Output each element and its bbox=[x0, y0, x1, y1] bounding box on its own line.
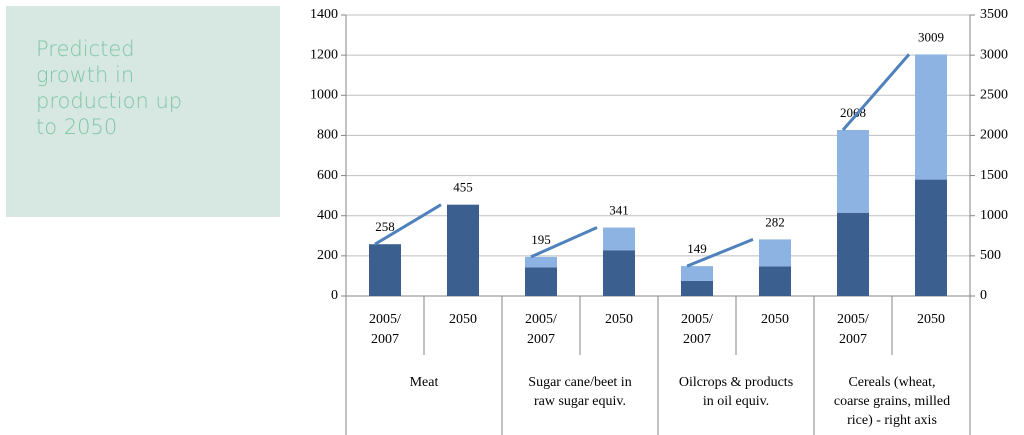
bar-segment bbox=[525, 256, 557, 268]
y-tick-label: 200 bbox=[317, 248, 338, 263]
x-tick-label: 2050 bbox=[761, 312, 789, 327]
bar-segment bbox=[837, 129, 869, 213]
y2-tick-label: 1000 bbox=[980, 208, 1008, 223]
data-label: 3009 bbox=[918, 29, 944, 44]
data-label: 341 bbox=[609, 203, 629, 218]
bar-segment bbox=[603, 227, 635, 251]
x-tick-label: 2005/ 2007 bbox=[369, 312, 401, 347]
bar-segment bbox=[447, 204, 479, 296]
title-panel: Predicted growth in production up to 205… bbox=[6, 6, 280, 217]
line bbox=[374, 203, 442, 246]
line bbox=[686, 238, 754, 268]
data-label: 195 bbox=[531, 232, 551, 247]
group-label: Meat bbox=[409, 375, 439, 390]
bar-segment bbox=[759, 239, 791, 267]
y-tick-label: 1400 bbox=[310, 7, 338, 22]
bar-segment bbox=[681, 266, 713, 281]
x-tick-label: 2005/ 2007 bbox=[837, 312, 869, 347]
y2-tick-label: 3500 bbox=[980, 7, 1008, 22]
bar-segment bbox=[603, 250, 635, 296]
group-label: Oilcrops & products in oil equiv. bbox=[678, 375, 794, 409]
y-tick-label: 1000 bbox=[310, 88, 338, 103]
y-tick-label: 800 bbox=[317, 128, 338, 143]
y2-tick-label: 3000 bbox=[980, 47, 1008, 62]
bar-segment bbox=[525, 267, 557, 296]
bar-segment bbox=[837, 212, 869, 296]
y2-tick-label: 0 bbox=[980, 288, 987, 303]
x-tick-label: 2005/ 2007 bbox=[681, 312, 713, 347]
y-tick-label: 600 bbox=[317, 168, 338, 183]
bar-segment bbox=[369, 244, 401, 296]
group-label: Sugar cane/beet in raw sugar equiv. bbox=[528, 375, 632, 409]
bar-segment bbox=[759, 266, 791, 296]
bar-segment bbox=[915, 179, 947, 296]
y-tick-label: 0 bbox=[331, 288, 338, 303]
line bbox=[841, 53, 911, 131]
data-label: 282 bbox=[765, 214, 785, 229]
group-label: Cereals (wheat, coarse grains, milled ri… bbox=[833, 375, 951, 428]
panel-title: Predicted growth in production up to 205… bbox=[36, 37, 183, 139]
y-tick-label: 400 bbox=[317, 208, 338, 223]
bar-segment bbox=[681, 280, 713, 296]
y2-tick-label: 500 bbox=[980, 248, 1001, 263]
bar-segment bbox=[915, 54, 947, 180]
x-tick-label: 2050 bbox=[605, 312, 633, 327]
x-tick-label: 2050 bbox=[449, 312, 477, 327]
data-label: 149 bbox=[687, 241, 707, 256]
data-label: 2068 bbox=[840, 105, 866, 120]
y-tick-label: 1200 bbox=[310, 47, 338, 62]
line bbox=[530, 226, 598, 259]
x-tick-label: 2050 bbox=[917, 312, 945, 327]
y2-tick-label: 2500 bbox=[980, 88, 1008, 103]
y2-tick-label: 1500 bbox=[980, 168, 1008, 183]
data-label: 258 bbox=[375, 219, 395, 234]
x-tick-label: 2005/ 2007 bbox=[525, 312, 557, 347]
data-label: 455 bbox=[453, 180, 473, 195]
y2-tick-label: 2000 bbox=[980, 128, 1008, 143]
